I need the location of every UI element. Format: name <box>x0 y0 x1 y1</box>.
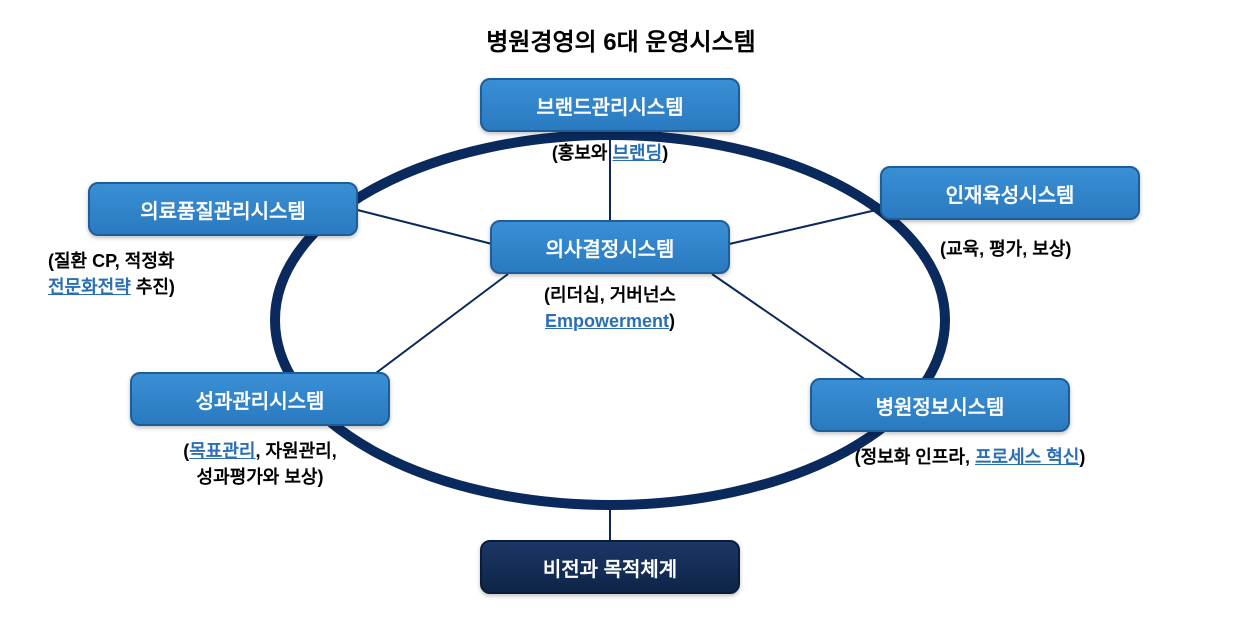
node-bottom: 비전과 목적체계 <box>480 540 740 594</box>
diagram-canvas: 병원경영의 6대 운영시스템 브랜드관리시스템 (홍보와 브랜딩) 의료품질관리시스… <box>0 0 1242 632</box>
node-center: 의사결정시스템 <box>490 220 730 274</box>
diagram-title: 병원경영의 6대 운영시스템 <box>0 22 1242 57</box>
node-left-upper: 의료품질관리시스템 <box>88 182 358 236</box>
node-left-lower-subtitle: (목표관리, 자원관리, 성과평가와 보상) <box>120 438 400 490</box>
node-right-upper: 인재육성시스템 <box>880 166 1140 220</box>
node-right-lower-subtitle: (정보화 인프라, 프로세스 혁신) <box>780 444 1160 470</box>
node-right-upper-subtitle: (교육, 평가, 보상) <box>940 236 1200 262</box>
node-left-upper-subtitle: (질환 CP, 적정화 전문화전략 추진) <box>48 248 308 300</box>
node-left-lower: 성과관리시스템 <box>130 372 390 426</box>
node-top: 브랜드관리시스템 <box>480 78 740 132</box>
node-right-lower: 병원정보시스템 <box>810 378 1070 432</box>
node-center-subtitle: (리더십, 거버넌스 Empowerment) <box>480 282 740 334</box>
node-top-subtitle: (홍보와 브랜딩) <box>480 140 740 166</box>
